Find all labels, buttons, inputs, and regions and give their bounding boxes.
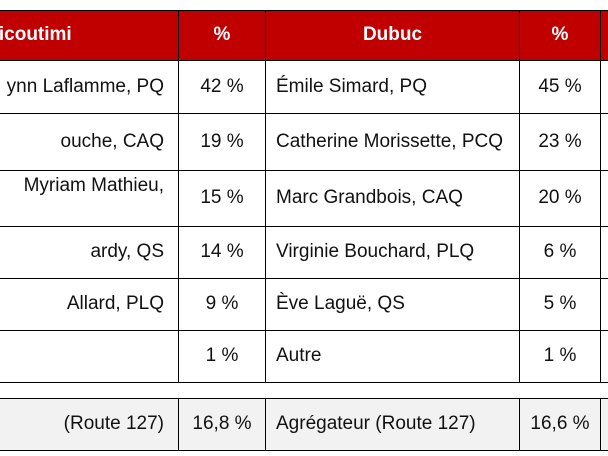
table-cell bbox=[600, 60, 608, 114]
table-cell: 19 % bbox=[178, 113, 266, 171]
table-cell bbox=[600, 170, 608, 227]
header-cell: hicoutimi bbox=[0, 10, 179, 61]
table-cell: 1 % bbox=[519, 330, 601, 383]
footer-cell: 16,8 % bbox=[178, 398, 266, 451]
table-cell: 23 % bbox=[519, 113, 601, 171]
table-cell: 9 % bbox=[178, 278, 266, 331]
header-cell bbox=[600, 10, 608, 61]
table-cell: 6 % bbox=[519, 226, 601, 279]
header-cell: % bbox=[519, 10, 601, 61]
table-cell: 15 % bbox=[178, 170, 266, 227]
header-cell: % bbox=[178, 10, 266, 61]
table-cell bbox=[600, 278, 608, 331]
table-cell: Autre bbox=[265, 330, 520, 383]
table-cell: 5 % bbox=[519, 278, 601, 331]
table-cell: ardy, QS bbox=[0, 226, 179, 279]
table-cell bbox=[600, 330, 608, 383]
table-cell: Allard, PLQ bbox=[0, 278, 179, 331]
table-cell: Ève Laguë, QS bbox=[265, 278, 520, 331]
footer-cell: 16,6 % bbox=[519, 398, 601, 451]
table-cell: Myriam Mathieu, bbox=[0, 170, 179, 227]
footer-cell: Agrégateur (Route 127) bbox=[265, 398, 520, 451]
table-cell: Émile Simard, PQ bbox=[265, 60, 520, 114]
header-cell: Dubuc bbox=[265, 10, 520, 61]
footer-cell: (Route 127) bbox=[0, 398, 179, 451]
table-cell: Marc Grandbois, CAQ bbox=[265, 170, 520, 227]
table-cell: Virginie Bouchard, PLQ bbox=[265, 226, 520, 279]
table-cell: 1 % bbox=[178, 330, 266, 383]
table-cell: ouche, CAQ bbox=[0, 113, 179, 171]
footer-cell bbox=[600, 398, 608, 451]
table-cell bbox=[600, 113, 608, 171]
table-cell: ynn Laflamme, PQ bbox=[0, 60, 179, 114]
table-cell: 14 % bbox=[178, 226, 266, 279]
table-cell: 42 % bbox=[178, 60, 266, 114]
table-cell bbox=[0, 330, 179, 383]
table-cell bbox=[600, 226, 608, 279]
table-cell: Catherine Morissette, PCQ bbox=[265, 113, 520, 171]
table-cell: 20 % bbox=[519, 170, 601, 227]
table-cell: 45 % bbox=[519, 60, 601, 114]
